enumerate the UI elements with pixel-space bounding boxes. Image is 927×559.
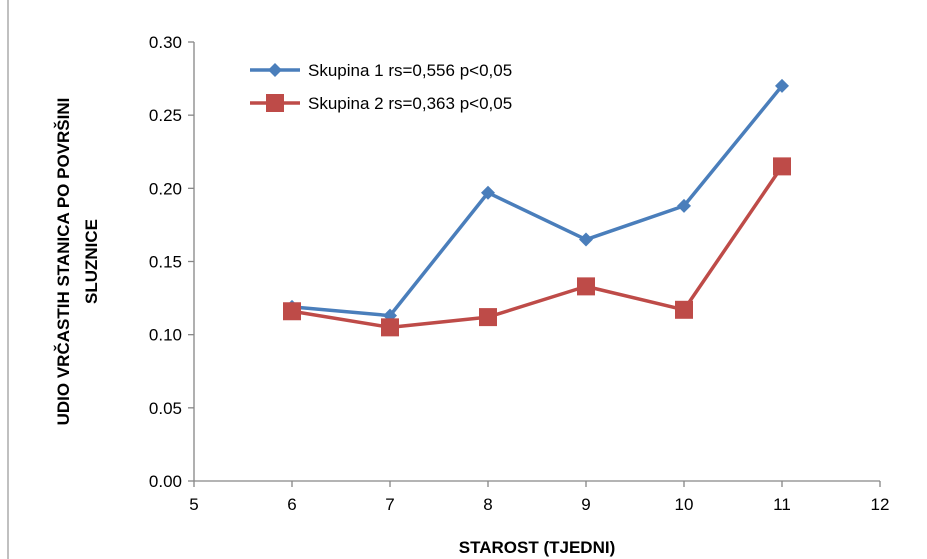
- y-tick-label: 0.15: [149, 253, 182, 272]
- series-1-point: [677, 198, 691, 213]
- legend-item-2: Skupina 2 rs=0,363 p<0,05: [250, 94, 512, 113]
- y-tick-label: 0.25: [149, 106, 182, 125]
- legend-label: Skupina 2 rs=0,363 p<0,05: [308, 94, 512, 113]
- y-axis-title: UDIO VRČASTIH STANICA PO POVRŠINI SLUZNI…: [54, 98, 101, 426]
- y-axis-title-line2: SLUZNICE: [82, 219, 101, 304]
- series-1-point: [481, 185, 495, 200]
- series-layer: [283, 78, 791, 337]
- x-axis-title: STAROST (TJEDNI): [459, 538, 615, 557]
- axes: 0.00 0.05 0.10 0.15 0.20 0.25 0.30 5 6 7 8 9 10 11 12: [149, 33, 890, 514]
- y-tick-label: 0.10: [149, 326, 182, 345]
- series-2-point: [577, 277, 595, 296]
- series-1: [285, 78, 789, 323]
- legend-item-1: Skupina 1 rs=0,556 p<0,05: [250, 61, 512, 80]
- series-2-point: [675, 300, 693, 319]
- y-tick-label: 0.30: [149, 33, 182, 52]
- x-tick-label: 11: [773, 495, 791, 514]
- y-tick-label: 0.20: [149, 179, 182, 198]
- y-tick-label: 0.00: [149, 472, 182, 491]
- legend-swatch-marker: [266, 94, 284, 112]
- series-1-point: [579, 232, 593, 247]
- legend-swatch-marker: [268, 63, 282, 77]
- x-tick-label: 7: [385, 495, 394, 514]
- series-2-point: [773, 157, 791, 176]
- legend: Skupina 1 rs=0,556 p<0,05 Skupina 2 rs=0,…: [250, 61, 512, 113]
- series-2-point: [381, 318, 399, 337]
- series-2-point: [479, 308, 497, 327]
- series-2-line: [291, 165, 784, 330]
- series-1-line: [291, 84, 784, 318]
- series-1-point: [775, 78, 789, 93]
- y-axis-title-line1: UDIO VRČASTIH STANICA PO POVRŠINI: [54, 98, 73, 426]
- x-tick-label: 10: [675, 495, 694, 514]
- x-tick-label: 12: [871, 495, 890, 514]
- x-tick-label: 9: [581, 495, 590, 514]
- x-tick-label: 5: [189, 495, 198, 514]
- series-2: [283, 157, 791, 337]
- x-tick-label: 6: [287, 495, 296, 514]
- legend-label: Skupina 1 rs=0,556 p<0,05: [308, 61, 512, 80]
- x-tick-label: 8: [483, 495, 492, 514]
- y-tick-label: 0.05: [149, 399, 182, 418]
- series-2-point: [283, 302, 301, 321]
